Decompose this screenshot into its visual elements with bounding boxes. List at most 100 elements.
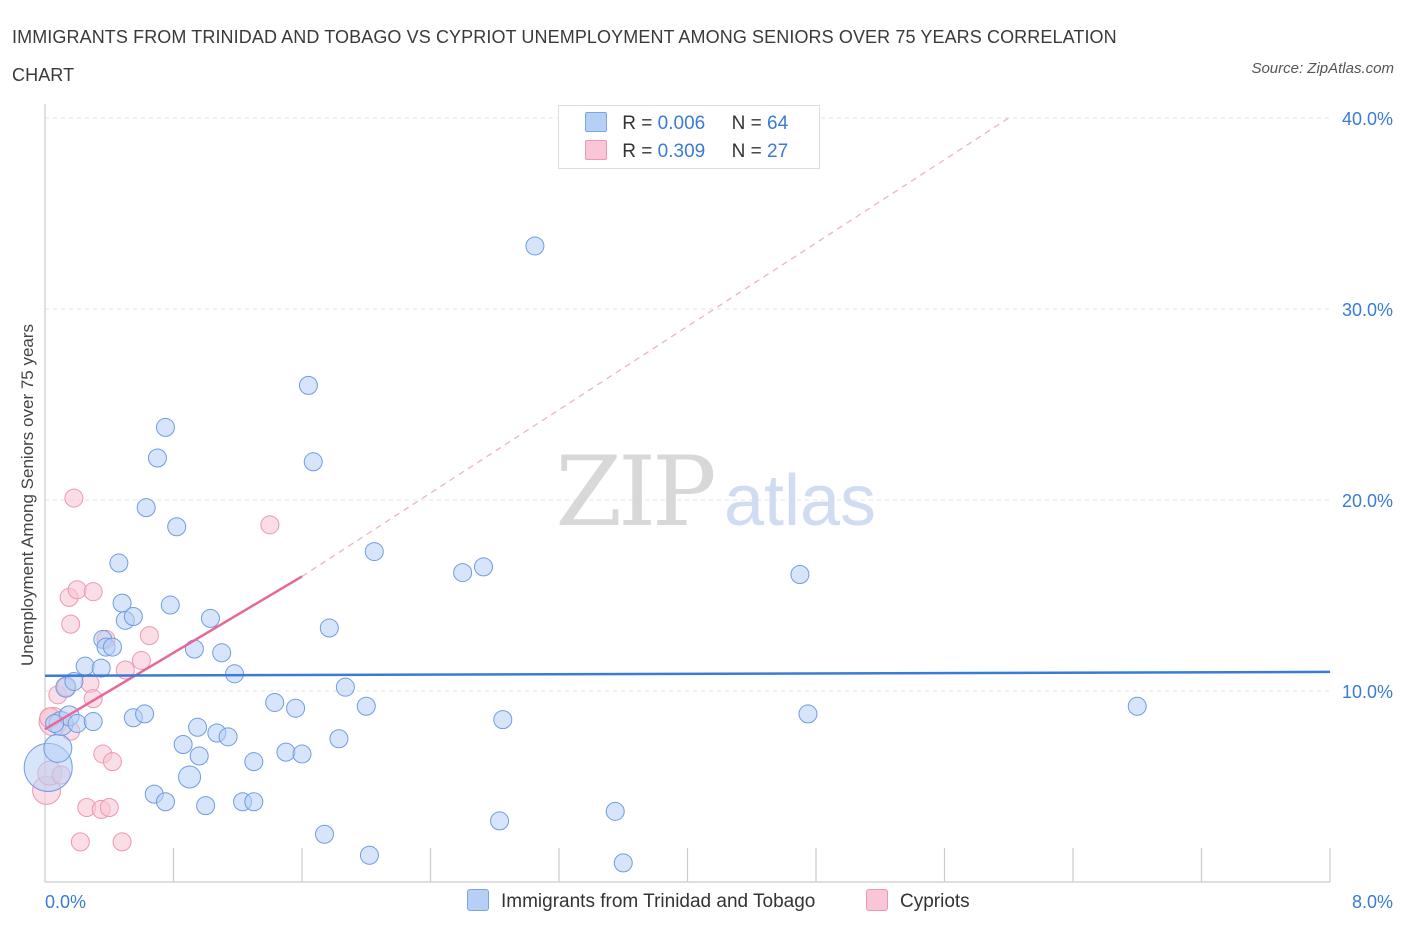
legend-r-value: 0.309 [657,141,706,162]
trinidad-point [493,710,513,730]
correlation-legend: R = 0.006 N = 64 R = 0.309 N = 27 [558,105,820,169]
cypriots-point [61,614,81,634]
y-tick-label: 10.0% [1342,682,1393,702]
trinidad-point [135,704,155,724]
y-tick-label: 20.0% [1342,491,1393,511]
cypriots-point [131,650,151,670]
trinidad-trend-line [44,670,1331,677]
trinidad-point [160,595,180,615]
y-tick-label: 40.0% [1342,109,1393,129]
trinidad-point [67,713,87,733]
legend-r-value: 0.006 [657,113,706,134]
cypriots-point [64,488,84,508]
legend-r-label: R = [622,141,653,162]
trinidad-point [178,765,202,789]
series-legend-label: Immigrants from Trinidad and Tobago [501,891,816,912]
source-label: Source: ZipAtlas.com [1251,60,1394,77]
chart-title: IMMIGRANTS FROM TRINIDAD AND TOBAGO VS C… [12,27,1117,85]
trinidad-point [798,704,818,724]
legend-r-label: R = [622,113,653,134]
trinidad-point [173,734,193,754]
trinidad-points [23,236,1147,873]
trinidad-point [244,752,264,772]
legend-swatch-blue [585,111,607,132]
trinidad-point [244,792,264,812]
y-tick-label: 30.0% [1342,300,1393,320]
cypriots-point [139,626,159,646]
watermark-atlas: atlas [724,461,876,541]
trinidad-point [136,498,156,518]
trinidad-point [329,729,349,749]
cypriots-trend-extension [301,117,1010,577]
grid-lines [45,117,1330,692]
legend-n-label: N = [731,113,762,134]
trinidad-point [64,671,84,691]
x-tick-label: 0.0% [45,892,86,912]
trinidad-point [292,744,312,764]
watermark-zip: ZIP [555,436,714,548]
trinidad-point [75,656,95,676]
cypriots-point [102,752,122,772]
trinidad-point [43,733,73,763]
legend-n-value: 27 [767,141,789,162]
trinidad-point [225,664,245,684]
legend-n-label: N = [731,141,762,162]
cypriots-point [70,832,90,852]
trinidad-point [1127,696,1147,716]
trinidad-point [319,618,339,638]
trinidad-point [155,417,175,437]
cypriots-point [99,798,119,818]
trinidad-point [265,692,285,712]
trinidad-point [790,564,810,584]
cypriots-point [112,832,132,852]
legend-swatch-pink [585,139,607,160]
trinidad-point [147,448,167,468]
cypriots-trend-line [44,575,303,731]
trinidad-point [91,658,111,678]
series-legend: Immigrants from Trinidad and Tobago Cypr… [0,888,1406,918]
trinidad-point [188,717,208,737]
trinidad-point [218,727,238,747]
tick-labels: 10.0% 20.0% 30.0% 40.0% 0.0% 8.0% [45,109,1393,912]
trinidad-point [474,557,494,577]
trinidad-point [525,236,545,256]
trinidad-point [613,853,633,873]
series-legend-label: Cypriots [900,891,970,912]
trinidad-point [356,696,376,716]
trinidad-point [212,643,232,663]
trinidad-point [83,712,103,732]
legend-row-trinidad: R = 0.006 N = 64 [585,111,788,137]
series-legend-cypriots[interactable]: Cypriots [866,888,970,916]
trinidad-point [605,801,625,821]
trinidad-point [123,607,143,627]
trinidad-point [286,698,306,718]
trinidad-point [155,792,175,812]
legend-n-value: 64 [767,113,789,134]
trinidad-point [314,824,334,844]
x-tick-label: 8.0% [1352,892,1393,912]
trinidad-point [453,563,473,583]
trinidad-point [102,637,122,657]
trinidad-point [335,677,355,697]
cypriots-point [67,580,87,600]
trinidad-point [200,608,220,628]
trinidad-point [109,553,129,573]
watermark: ZIP atlas [555,436,876,548]
trinidad-point [364,542,384,562]
trinidad-point [303,452,323,472]
cypriots-point [83,582,103,602]
trend-lines [44,117,1331,731]
series-legend-trinidad[interactable]: Immigrants from Trinidad and Tobago [467,888,815,916]
legend-row-cypriots: R = 0.309 N = 27 [585,139,788,165]
trinidad-point [490,811,510,831]
series-swatch-blue [467,888,489,911]
trinidad-point [276,742,296,762]
trinidad-point [189,746,209,766]
trinidad-point [298,375,318,395]
trinidad-point [196,796,216,816]
cypriots-point [260,515,280,535]
trinidad-point [359,845,379,865]
trinidad-point [167,517,187,537]
series-swatch-pink [866,888,888,911]
